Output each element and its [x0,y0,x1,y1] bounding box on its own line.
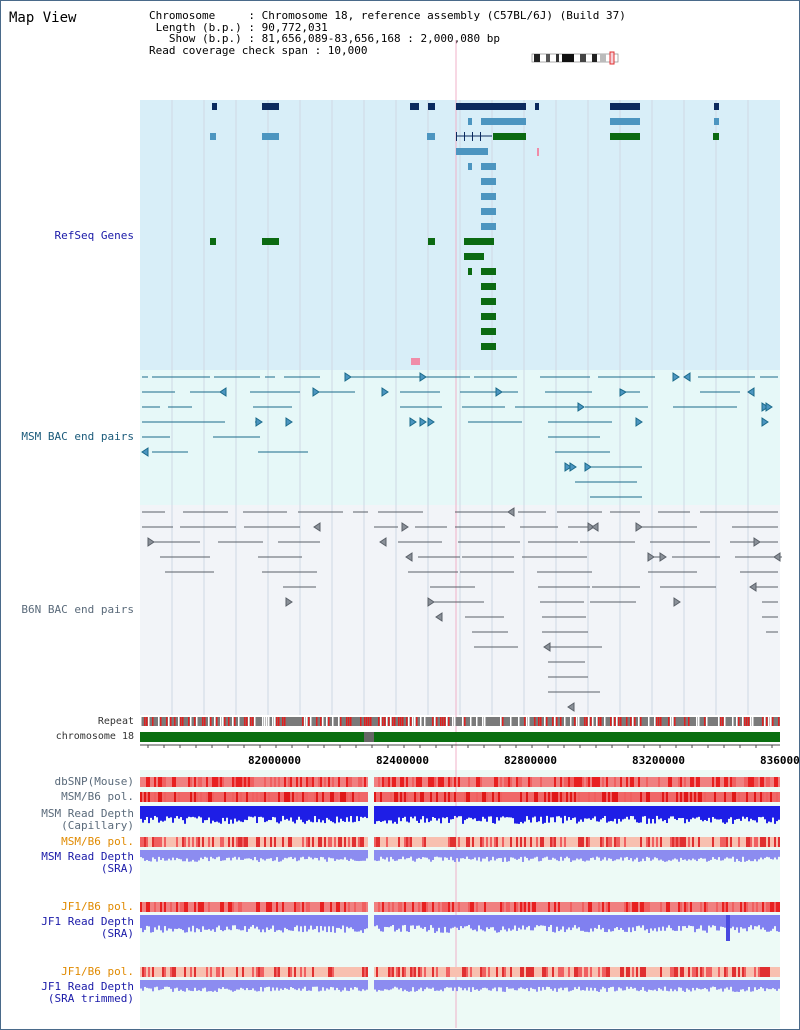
axis-tick-label: 82000000 [248,754,301,767]
track-label-msm-b6-pol[interactable]: MSM/B6 pol. [61,790,134,803]
chromosome-info: Chromosome : Chromosome 18, reference as… [149,10,626,56]
axis-tick-label: 82800000 [504,754,557,767]
axis-tick-label: 83200000 [632,754,685,767]
track-label-refseq[interactable]: RefSeq Genes [54,229,134,242]
track-label-jf1-b6-pol[interactable]: JF1/B6 pol. [61,900,134,913]
track-label-jf1-b6-pol-2[interactable]: JF1/B6 pol. [61,965,134,978]
b6n-bac-pairs[interactable] [142,507,782,712]
page-title: Map View [9,10,77,26]
axis-tick-label: 82400000 [376,754,429,767]
track-label-jf1-depth-sra[interactable]: JF1 Read Depth (SRA) [41,915,134,940]
track-label-msm-depth-capillary[interactable]: MSM Read Depth (Capillary) [41,807,134,832]
track-label-dbsnp[interactable]: dbSNP(Mouse) [54,775,134,788]
info-line: Show (b.p.) : 81,656,089-83,656,168 : 2,… [149,32,500,45]
chromosome-bar[interactable] [140,732,780,742]
track-label-msm-bac[interactable]: MSM BAC end pairs [21,430,134,443]
info-line: Length (b.p.) : 90,772,031 [149,20,328,34]
track-label-jf1-depth-trimmed[interactable]: JF1 Read Depth (SRA trimmed) [41,980,134,1005]
info-line: Chromosome : Chromosome 18, reference as… [149,9,626,22]
track-label-b6n-bac[interactable]: B6N BAC end pairs [21,603,134,616]
track-label-chromosome[interactable]: chromosome 18 [55,731,134,742]
info-line: Read coverage check span : 10,000 [149,43,368,57]
repeat-marks [140,717,780,726]
chromosome-gap [364,732,374,742]
chromosome-ideogram[interactable] [531,51,619,65]
track-label-msm-depth-sra[interactable]: MSM Read Depth (SRA) [41,850,134,875]
variation-tracks[interactable] [140,777,780,992]
msm-bac-pairs[interactable] [141,372,778,498]
position-axis [140,744,780,748]
track-label-repeat[interactable]: Repeat [97,716,134,727]
track-label-msm-b6-pol-sra[interactable]: MSM/B6 pol. [61,835,134,848]
axis-tick-label: 83600000 [760,754,800,767]
repeat-track[interactable] [140,717,780,726]
refseq-genes[interactable] [210,103,719,365]
